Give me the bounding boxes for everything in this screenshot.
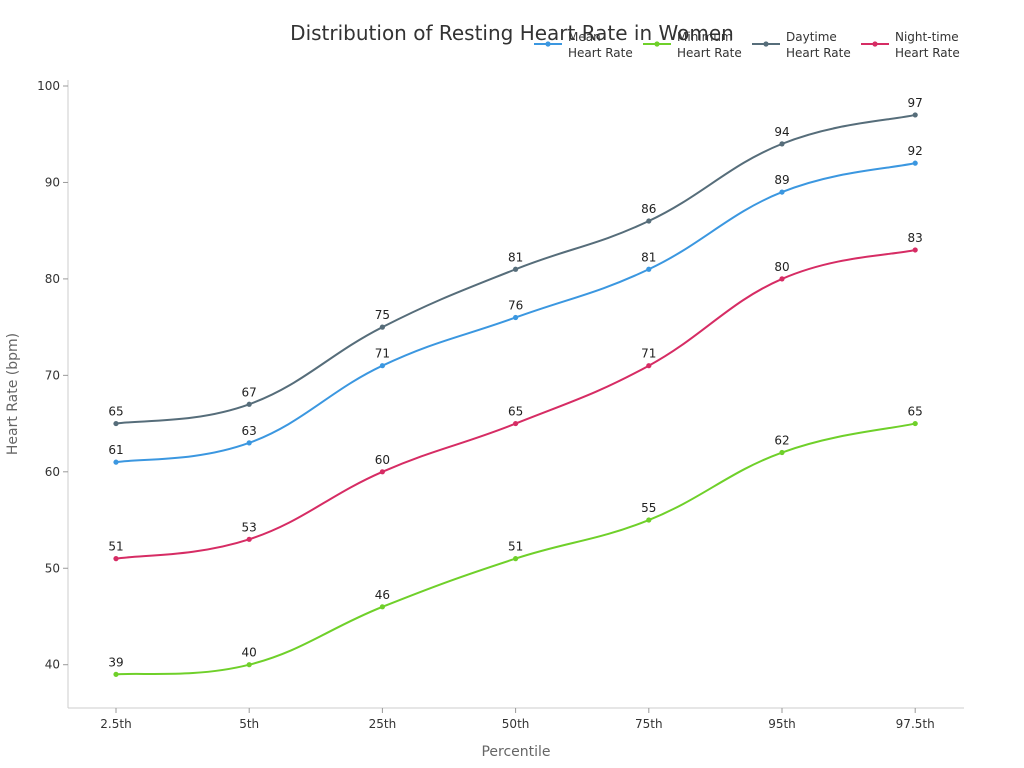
x-tick-label: 5th bbox=[239, 717, 259, 731]
legend-label: Heart Rate bbox=[786, 46, 851, 60]
x-tick-label: 50th bbox=[502, 717, 530, 731]
legend-item: Minimum Heart Rate bbox=[643, 30, 742, 60]
legend-label: Minimum bbox=[677, 30, 733, 44]
y-tick-label: 80 bbox=[45, 272, 60, 286]
legend: Mean Heart Rate Minimum Heart Rate Daytime He… bbox=[534, 30, 960, 60]
legend-marker bbox=[654, 41, 660, 47]
data-point bbox=[779, 449, 785, 456]
data-label: 80 bbox=[774, 260, 789, 274]
data-point bbox=[113, 420, 119, 427]
data-label: 39 bbox=[108, 655, 123, 669]
data-label: 51 bbox=[108, 540, 123, 554]
data-label: 63 bbox=[242, 424, 257, 438]
data-point bbox=[246, 536, 252, 542]
series-group: 61 63 71 76 81 89 92 39 40 46 51 55 62 65 65 67 75 81 86 94… bbox=[108, 96, 923, 677]
data-point bbox=[912, 160, 918, 166]
data-label: 86 bbox=[641, 202, 656, 216]
legend-marker bbox=[763, 41, 769, 47]
data-label: 75 bbox=[375, 308, 390, 322]
data-point bbox=[912, 247, 918, 253]
data-label: 65 bbox=[108, 405, 123, 419]
data-point bbox=[646, 266, 652, 272]
data-point bbox=[379, 324, 385, 330]
data-label: 40 bbox=[242, 646, 257, 660]
series-3: 51 53 60 65 71 80 83 bbox=[108, 231, 923, 562]
data-label: 46 bbox=[375, 588, 390, 602]
data-point bbox=[113, 556, 119, 562]
data-label: 94 bbox=[774, 125, 789, 139]
x-axis-label: Percentile bbox=[481, 744, 550, 760]
chart-title: Distribution of Resting Heart Rate in Wo… bbox=[290, 21, 734, 45]
y-tick-label: 40 bbox=[45, 658, 60, 672]
data-point bbox=[779, 141, 785, 147]
legend-label: Heart Rate bbox=[677, 46, 742, 60]
legend-item: Mean Heart Rate bbox=[534, 30, 633, 60]
data-point bbox=[246, 401, 252, 407]
data-label: 83 bbox=[908, 231, 923, 245]
data-point bbox=[779, 189, 785, 195]
y-tick-label: 70 bbox=[45, 368, 60, 382]
legend-label: Daytime bbox=[786, 30, 837, 44]
x-tick-label: 25th bbox=[369, 717, 397, 731]
y-tick-label: 90 bbox=[45, 175, 60, 189]
data-point bbox=[113, 459, 119, 465]
data-point bbox=[513, 420, 519, 427]
x-tick-label: 2.5th bbox=[100, 717, 131, 731]
data-point bbox=[513, 556, 519, 562]
legend-label: Night-time bbox=[895, 30, 959, 44]
data-label: 67 bbox=[242, 385, 257, 399]
data-label: 76 bbox=[508, 298, 523, 312]
data-point bbox=[379, 604, 385, 610]
series-1: 39 40 46 51 55 62 65 bbox=[108, 405, 923, 677]
y-tick-label: 60 bbox=[45, 465, 60, 479]
series-0: 61 63 71 76 81 89 92 bbox=[108, 144, 923, 465]
data-point bbox=[379, 469, 385, 475]
data-point bbox=[912, 112, 918, 118]
data-point bbox=[113, 671, 119, 677]
y-tick-label: 50 bbox=[45, 561, 60, 575]
data-point bbox=[646, 218, 652, 224]
data-label: 55 bbox=[641, 501, 656, 515]
data-label: 51 bbox=[508, 540, 523, 554]
data-label: 61 bbox=[108, 443, 123, 457]
data-point bbox=[246, 440, 252, 446]
data-label: 62 bbox=[774, 434, 789, 448]
data-point bbox=[646, 363, 652, 369]
y-axis: 40 50 60 70 80 90 100 bbox=[37, 79, 68, 672]
data-point bbox=[513, 266, 519, 272]
legend-label: Mean bbox=[568, 30, 601, 44]
legend-label: Heart Rate bbox=[568, 46, 633, 60]
data-point bbox=[646, 517, 652, 523]
legend-label: Heart Rate bbox=[895, 46, 960, 60]
data-label: 92 bbox=[908, 144, 923, 158]
x-tick-label: 97.5th bbox=[896, 717, 935, 731]
data-label: 81 bbox=[508, 250, 523, 264]
legend-item: Night-time Heart Rate bbox=[861, 30, 960, 60]
x-tick-label: 75th bbox=[635, 717, 663, 731]
data-label: 81 bbox=[641, 250, 656, 264]
x-axis: 2.5th 5th 25th 50th 75th 95th 97.5th bbox=[100, 708, 935, 731]
legend-marker bbox=[872, 41, 878, 47]
data-point bbox=[513, 314, 519, 321]
legend-marker bbox=[545, 41, 551, 47]
data-label: 89 bbox=[774, 173, 789, 187]
data-point bbox=[912, 420, 918, 427]
data-point bbox=[379, 363, 385, 369]
x-tick-label: 95th bbox=[768, 717, 796, 731]
data-label: 97 bbox=[908, 96, 923, 110]
data-label: 65 bbox=[508, 405, 523, 419]
data-label: 65 bbox=[908, 405, 923, 419]
y-axis-label: Heart Rate (bpm) bbox=[5, 333, 21, 455]
data-label: 71 bbox=[375, 347, 390, 361]
data-label: 53 bbox=[242, 520, 257, 534]
data-point bbox=[779, 276, 785, 282]
legend-item: Daytime Heart Rate bbox=[752, 30, 851, 60]
data-label: 60 bbox=[375, 453, 390, 467]
data-point bbox=[246, 662, 252, 668]
y-tick-label: 100 bbox=[37, 79, 60, 93]
series-2: 65 67 75 81 86 94 97 bbox=[108, 96, 923, 427]
data-label: 71 bbox=[641, 347, 656, 361]
